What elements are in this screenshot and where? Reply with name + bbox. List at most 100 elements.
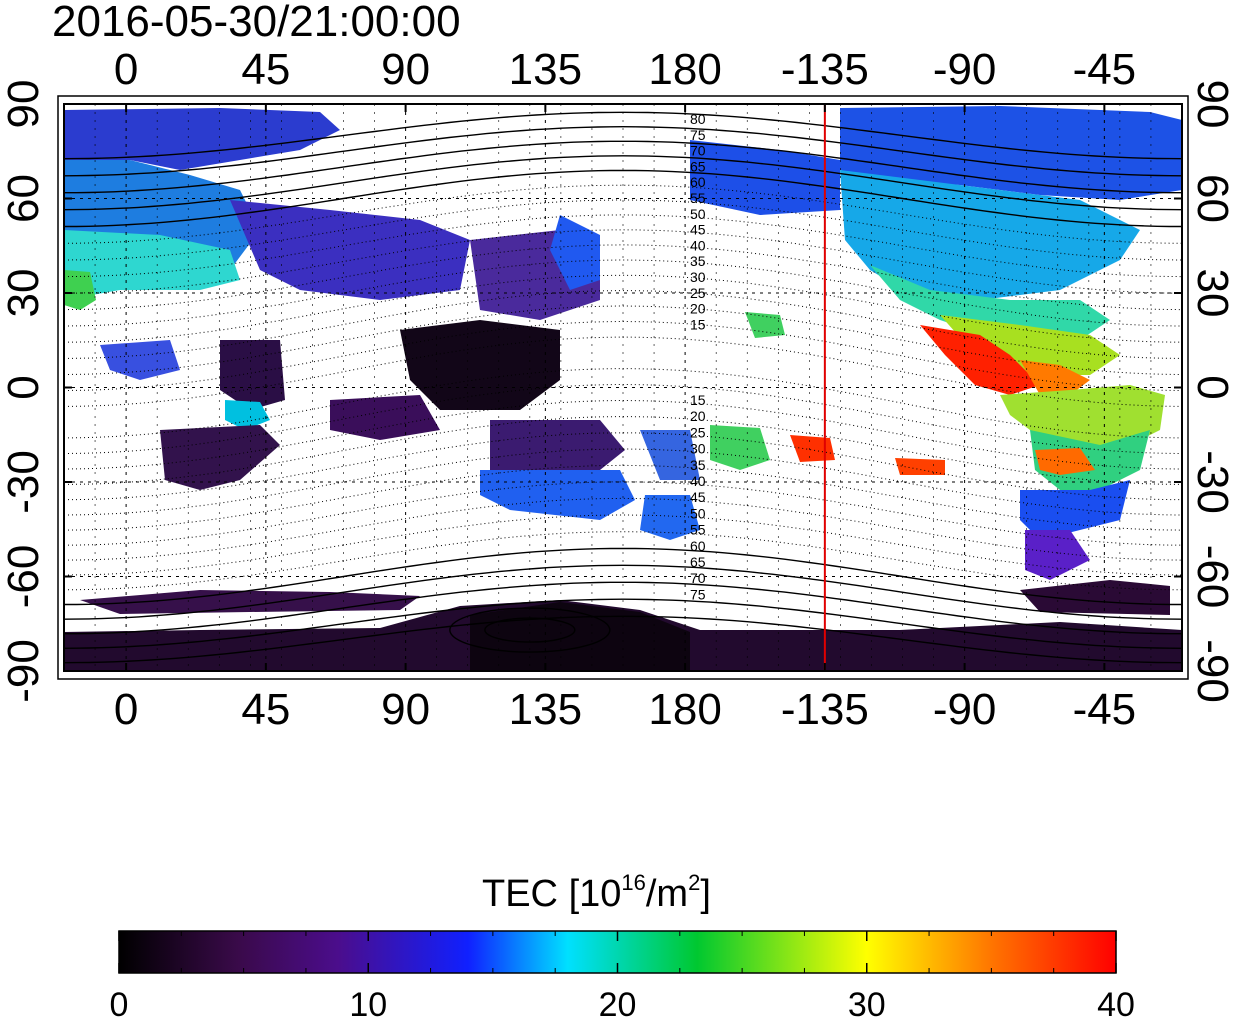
right-lat-label: -60 [1188, 545, 1235, 609]
bottom-lon-label: 90 [381, 685, 430, 734]
right-lat-label: -30 [1188, 450, 1235, 514]
contour-line [64, 399, 1182, 470]
tec-region-southern-ocean-east [1020, 580, 1170, 615]
contour-line [64, 615, 1182, 664]
contour-line [64, 368, 1182, 439]
contour-line [64, 448, 1182, 516]
tec-region-atlantic-green [64, 270, 96, 310]
bottom-lon-label: -135 [781, 685, 869, 734]
contour-line [64, 416, 1182, 485]
tec-region-asia-north [230, 200, 470, 300]
magnetic-latitude-contours [64, 111, 1182, 664]
contour-label-south: 40 [690, 473, 706, 489]
tec-region-mediterranean [64, 230, 240, 300]
bottom-lon-label: -45 [1073, 685, 1137, 734]
colorbar-tick-label: 0 [110, 986, 129, 1021]
contour-line [64, 432, 1182, 501]
contour-label-north: 75 [690, 127, 706, 143]
contour-label-north: 65 [690, 158, 706, 174]
tec-region-patagonia [1025, 530, 1090, 580]
tec-region-africa-blue-spot [225, 400, 270, 430]
top-lon-label: 45 [241, 45, 290, 94]
contour-label-south: 35 [690, 457, 706, 473]
contour-line [64, 259, 1182, 327]
timestamp-title: 2016-05-30/21:00:00 [52, 0, 461, 46]
contour-label-south: 20 [690, 408, 706, 424]
tec-region-japan-blue [550, 215, 600, 290]
tec-region-hawaii [745, 312, 785, 338]
tec-region-arctic-pacific [690, 140, 840, 215]
top-lon-label: 180 [648, 45, 721, 94]
contour-label-south: 50 [690, 505, 706, 521]
contour-label-north: 80 [690, 111, 706, 127]
contour-loop [449, 607, 611, 653]
tec-region-pacific-green [710, 425, 770, 470]
contour-label-north: 70 [690, 143, 706, 159]
contour-label-north: 45 [690, 222, 706, 238]
contour-line [64, 564, 1182, 620]
tec-region-north-america-north [840, 106, 1182, 200]
left-lat-label: -30 [0, 450, 48, 514]
right-lat-label: 60 [1188, 174, 1235, 223]
contour-label-north: 60 [690, 174, 706, 190]
contour-label-south: 75 [690, 586, 706, 602]
colorbar-tick-label: 30 [848, 986, 886, 1021]
left-lat-label: -60 [0, 545, 48, 609]
contour-label-north: 55 [690, 190, 706, 206]
contour-label-south: 45 [690, 489, 706, 505]
contour-label-south: 30 [690, 441, 706, 457]
colorbar: TEC [1016/m2] 0 10 20 30 40 [110, 870, 1135, 1021]
colorbar-tick-label: 10 [349, 986, 387, 1021]
contour-line [64, 155, 1182, 211]
bottom-lon-label: 45 [241, 685, 290, 734]
tec-region-africa-east [220, 340, 285, 410]
tec-region-south-america-south [1020, 480, 1130, 540]
left-lat-label: -90 [0, 639, 48, 703]
contour-line [64, 383, 1182, 454]
contour-label-north: 40 [690, 237, 706, 253]
tec-region-south-america-hot [1035, 448, 1095, 475]
right-latitude-axis: 90 60 30 0 -30 -60 -90 [1188, 80, 1235, 703]
tec-data-layer [64, 106, 1182, 671]
tec-region-africa-south [160, 425, 280, 490]
bottom-longitude-axis: 0 45 90 135 180 -135 -90 -45 [114, 685, 1136, 734]
tec-region-central-america-orange [1020, 360, 1090, 395]
contour-line [64, 274, 1182, 343]
colorbar-title: TEC [1016/m2] [482, 870, 711, 915]
contour-labels: 8075706560555045403530252015152025303540… [690, 111, 706, 602]
top-lon-label: 90 [381, 45, 430, 94]
right-lat-label: 0 [1188, 375, 1235, 399]
left-lat-label: 90 [0, 80, 48, 129]
contour-label-north: 25 [690, 285, 706, 301]
colorbar-tick-label: 40 [1097, 986, 1135, 1021]
bottom-lon-label: 180 [648, 685, 721, 734]
contour-label-south: 70 [690, 570, 706, 586]
top-lon-label: -90 [933, 45, 997, 94]
tec-region-europe-north [64, 108, 340, 170]
top-lon-label: -45 [1073, 45, 1137, 94]
contour-label-south: 15 [690, 392, 706, 408]
top-lon-label: 135 [509, 45, 582, 94]
contour-line [64, 581, 1182, 635]
contour-loop-inner [484, 617, 576, 643]
top-lon-label: 0 [114, 45, 138, 94]
contour-label-south: 65 [690, 554, 706, 570]
contour-label-south: 25 [690, 424, 706, 440]
contour-line [64, 290, 1182, 359]
frame-tick-marks [64, 103, 1182, 672]
contour-label-south: 55 [690, 522, 706, 538]
contour-line [64, 547, 1182, 606]
tec-region-central-america-red [920, 325, 1040, 395]
top-lon-label: -135 [781, 45, 869, 94]
left-lat-label: 30 [0, 269, 48, 318]
right-lat-label: -90 [1188, 639, 1235, 703]
tec-region-north-america-mid [840, 170, 1140, 300]
contour-label-north: 20 [690, 301, 706, 317]
contour-line [64, 125, 1182, 177]
tec-region-pacific-hot [790, 435, 835, 462]
tec-region-australia-north [490, 420, 625, 470]
left-lat-label: 0 [0, 375, 48, 399]
map-outer-border [57, 95, 1189, 680]
tec-region-north-america-south [870, 265, 1110, 340]
